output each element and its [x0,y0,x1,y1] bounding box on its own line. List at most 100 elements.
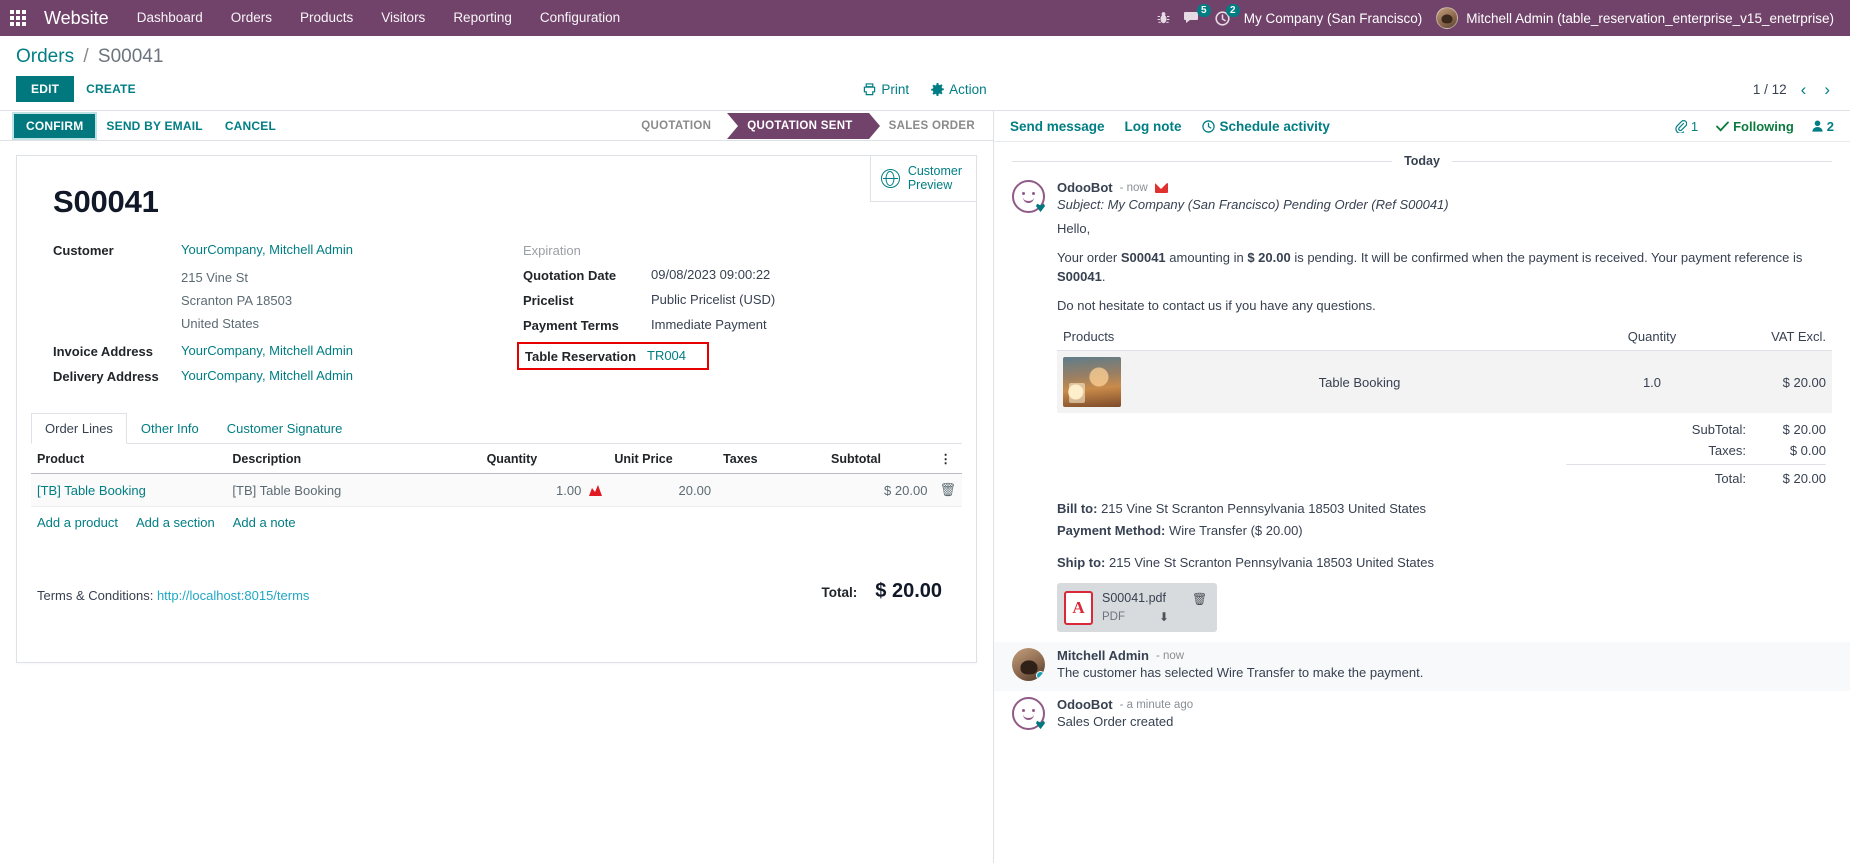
email-summary-divider [1566,464,1826,466]
terms-url-link[interactable]: http://localhost:8015/terms [156,588,310,604]
edit-button[interactable]: EDIT [16,76,75,102]
field-delivery-address-value[interactable]: YourCompany, Mitchell Admin [181,368,353,384]
nav-menu-visitors[interactable]: Visitors [381,10,426,25]
email-taxes-value: $ 0.00 [1789,443,1826,459]
field-pricelist-value[interactable]: Public Pricelist (USD) [651,292,776,307]
email-cell-quantity: 1.0 [1592,350,1712,414]
field-quotation-date: Quotation Date 09/08/2023 09:00:22 [523,267,940,283]
followers-button[interactable]: 2 [1812,119,1834,134]
tab-other-info[interactable]: Other Info [140,421,199,437]
create-button[interactable]: CREATE [74,77,148,101]
add-a-note-link[interactable]: Add a note [232,515,296,531]
message-author[interactable]: Mitchell Admin [1057,648,1149,664]
email-column-products: Products [1057,325,1592,352]
cell-quantity[interactable]: 1.00 [480,473,609,508]
log-note-button[interactable]: Log note [1124,118,1182,134]
tab-customer-signature[interactable]: Customer Signature [226,421,343,437]
company-selector[interactable]: My Company (San Francisco) [1243,10,1423,26]
forecast-icon[interactable] [589,484,603,496]
nav-menu-orders[interactable]: Orders [230,10,273,25]
email-cell-amount: $ 20.00 [1712,350,1832,414]
add-a-section-link[interactable]: Add a section [135,515,215,531]
column-description[interactable]: Description [226,444,481,475]
print-button[interactable]: Print [863,82,909,97]
app-brand[interactable]: Website [44,7,109,28]
field-customer-value[interactable]: YourCompany, Mitchell Admin [181,242,353,257]
add-a-product-link[interactable]: Add a product [37,515,118,531]
table-row[interactable]: [TB] Table Booking [TB] Table Booking 1.… [31,473,962,508]
breadcrumb-root-orders[interactable]: Orders [16,46,75,67]
following-toggle[interactable]: Following [1716,119,1794,134]
send-message-button[interactable]: Send message [1010,118,1105,134]
cell-description[interactable]: [TB] Table Booking [226,473,481,508]
column-product[interactable]: Product [31,444,227,475]
chevron-left-icon[interactable]: ‹ [1800,79,1807,99]
odoobot-avatar [1012,697,1045,731]
message-author[interactable]: OdooBot [1057,180,1113,195]
table-reservation-highlight: Table Reservation TR004 [517,342,709,370]
clock-icon[interactable]: 2 [1215,3,1240,26]
column-quantity[interactable]: Quantity [480,444,609,475]
stage-quotation-sent[interactable]: QUOTATION SENT [727,112,881,139]
day-separator-label: Today [1404,154,1440,168]
column-unit-price[interactable]: Unit Price [608,444,718,475]
customer-address-block: 215 Vine St Scranton PA 18503 United Sta… [53,267,523,335]
list-item: Mitchell Admin - now The customer has se… [994,642,1850,692]
email-table-row: Table Booking 1.0 $ 20.00 [1057,350,1832,414]
cancel-button[interactable]: CANCEL [214,115,287,137]
cell-product[interactable]: [TB] Table Booking [31,473,227,508]
message-author[interactable]: OdooBot [1057,697,1113,713]
field-pricelist-label: Pricelist [523,293,574,308]
nav-menu-configuration[interactable]: Configuration [539,10,621,25]
nav-menu-dashboard[interactable]: Dashboard [136,10,203,25]
nav-menu-reporting[interactable]: Reporting [453,10,512,25]
cell-product-link[interactable]: [TB] Table Booking [37,482,146,498]
message-time: - a minute ago [1119,698,1194,711]
paperclip-icon[interactable]: 1 [1675,119,1698,134]
schedule-activity-button[interactable]: Schedule activity [1201,119,1330,134]
address-line-3: United States [181,315,260,331]
total-value: $ 20.00 [875,580,942,603]
sheet-body: S00041 Customer YourCompany, Mitchell Ad… [17,156,976,393]
sheet-wrapper: Customer Preview S00041 Customer YourCom… [0,141,993,663]
chat-bubble-icon[interactable]: 5 [1183,3,1211,26]
cell-unit-price[interactable]: 20.00 [608,473,718,508]
sheet-footer: Terms & Conditions: http://localhost:801… [31,534,962,603]
field-payment-terms-value[interactable]: Immediate Payment [651,317,767,332]
fields-right-column: Expiration Quotation Date 09/08/2023 09:… [517,242,940,393]
send-by-email-button[interactable]: SEND BY EMAIL [95,115,213,137]
field-quotation-date-value[interactable]: 09/08/2023 09:00:22 [651,267,771,282]
message-body-paragraph-1: Your order S00041 amounting in $ 20.00 i… [1057,249,1803,284]
field-table-reservation-value[interactable]: TR004 [647,348,687,363]
nav-menu-products[interactable]: Products [300,10,354,25]
tab-order-lines[interactable]: Order Lines [31,413,127,445]
user-menu[interactable]: Mitchell Admin (table_reservation_enterp… [1436,7,1834,29]
bug-icon[interactable] [1157,11,1170,25]
attachment-meta: S00041.pdf 🗑 PDF ⬇ [1102,589,1207,626]
form-pane: CONFIRM SEND BY EMAIL CANCEL QUOTATION Q… [0,111,993,863]
cell-taxes[interactable] [717,473,825,508]
field-invoice-address-value[interactable]: YourCompany, Mitchell Admin [181,343,353,359]
action-button[interactable]: Action [931,82,987,97]
column-taxes[interactable]: Taxes [717,444,825,475]
control-panel-center-actions: Print Action [0,82,1850,97]
trash-icon[interactable]: 🗑 [1191,591,1208,606]
customer-preview-button[interactable]: Customer Preview [869,156,976,202]
order-lines-table: Product Description Quantity Unit Price … [31,444,962,508]
apps-grid-icon[interactable] [0,0,36,36]
attachment-card[interactable]: A S00041.pdf 🗑 PDF ⬇ [1057,583,1218,633]
list-item: OdooBot - now Subject: My Company (San F… [994,174,1850,642]
vertical-dots-icon[interactable]: ⋮ [933,444,962,475]
message-text: The customer has selected Wire Transfer … [1057,665,1424,681]
download-icon[interactable]: ⬇ [1159,610,1170,625]
chevron-right-icon[interactable]: › [1824,79,1830,99]
confirm-button[interactable]: CONFIRM [11,111,98,140]
chatter-messages[interactable]: Today OdooBot - now Subject: My Company [994,142,1850,863]
field-invoice-address: Invoice Address YourCompany, Mitchell Ad… [53,343,523,359]
stage-quotation[interactable]: QUOTATION [621,112,728,139]
stage-sales-order[interactable]: SALES ORDER [868,112,991,139]
email-payment-method-label: Payment Method: [1057,523,1166,539]
column-subtotal[interactable]: Subtotal [824,444,934,475]
email-cell-thumb [1057,350,1127,414]
trash-icon[interactable]: 🗑 [933,473,962,508]
